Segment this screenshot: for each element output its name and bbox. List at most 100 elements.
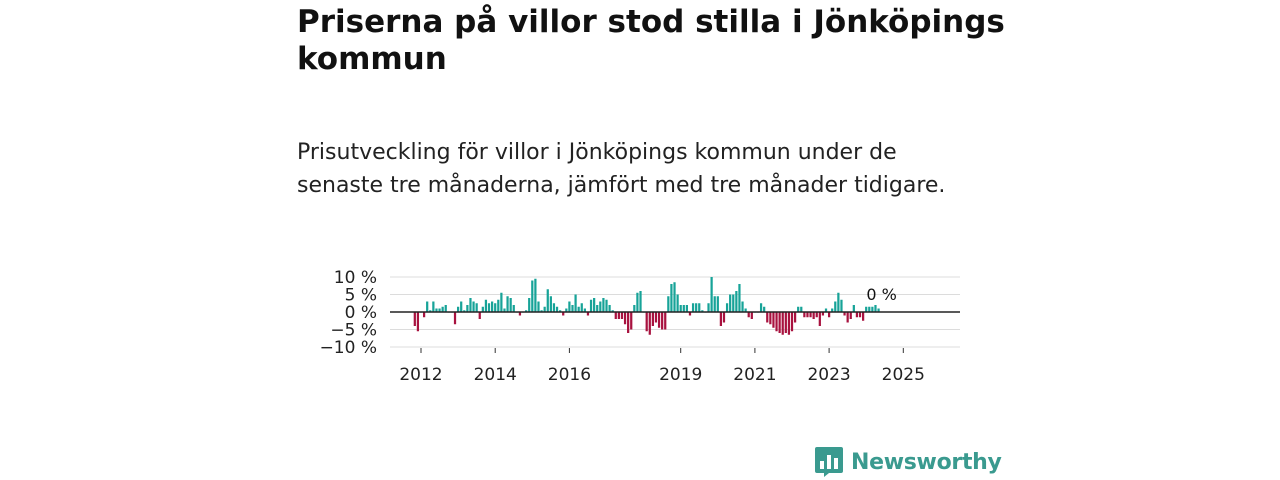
bar: [506, 296, 509, 312]
bar: [432, 301, 435, 312]
bar: [528, 298, 531, 312]
bar: [639, 291, 642, 312]
x-tick-label: 2016: [548, 365, 591, 385]
bar: [466, 305, 469, 312]
bar: [484, 299, 488, 312]
bar: [800, 306, 803, 312]
bar: [713, 296, 716, 312]
chart-subtitle: Prisutveckling för villor i Jönköpings k…: [297, 140, 946, 198]
bar: [750, 312, 753, 319]
bar: [797, 306, 800, 312]
bar: [494, 303, 497, 312]
bar: [611, 310, 614, 312]
x-tick-label: 2023: [807, 365, 850, 385]
bar: [716, 296, 719, 312]
x-tick-label: 2014: [474, 365, 517, 385]
bar: [645, 312, 648, 332]
bar: [518, 312, 522, 316]
bar: [831, 308, 834, 312]
bar: [435, 308, 438, 312]
bar: [707, 303, 710, 312]
bar: [614, 312, 617, 319]
bar: [868, 306, 871, 312]
bar: [512, 305, 515, 312]
bar: [620, 312, 624, 319]
bar: [685, 305, 688, 312]
bar: [862, 312, 865, 321]
newsworthy-logo[interactable]: Newsworthy: [815, 446, 1002, 478]
bar: [565, 308, 568, 312]
bar: [487, 303, 491, 312]
bar: [546, 289, 549, 312]
bar: [837, 292, 840, 312]
bar: [846, 312, 849, 323]
bar: [627, 312, 630, 333]
bar: [617, 312, 620, 319]
bar: [843, 312, 846, 316]
bar: [840, 299, 843, 312]
end-value-label: 0 %: [866, 285, 896, 304]
x-tick-label: 2021: [733, 365, 776, 385]
bar: [688, 312, 692, 316]
bar: [438, 308, 441, 312]
y-axis-labels: 10 %5 %0 %−5 %−10 %: [320, 268, 377, 358]
bar: [679, 305, 682, 312]
bar: [744, 308, 747, 312]
bar: [599, 301, 602, 312]
bar: [416, 312, 420, 332]
bar: [722, 312, 726, 323]
bar: [481, 306, 484, 312]
bar: [701, 310, 704, 312]
bar: [781, 312, 784, 335]
bar: [623, 312, 627, 325]
bar: [818, 312, 821, 326]
bar: [577, 306, 580, 312]
brand-name: Newsworthy: [851, 449, 1002, 475]
bar: [735, 291, 738, 312]
bar: [732, 294, 735, 312]
bar: [531, 280, 534, 312]
y-tick-label: 5 %: [345, 286, 377, 306]
bar: [849, 312, 852, 319]
bar: [787, 312, 791, 335]
x-tick-label: 2025: [882, 365, 925, 385]
bar: [460, 301, 463, 312]
bar: [877, 308, 880, 312]
bar: [469, 298, 472, 312]
bar: [865, 306, 868, 312]
bar: [633, 305, 636, 312]
bar: [664, 312, 667, 330]
bar: [667, 296, 670, 312]
bar: [661, 312, 664, 330]
bar: [555, 306, 559, 312]
bar: [472, 301, 475, 312]
bar: [540, 310, 543, 312]
bar: [729, 294, 732, 312]
bar: [695, 303, 698, 312]
bar: [574, 294, 577, 312]
bar: [710, 277, 713, 312]
bar: [453, 312, 457, 325]
bar-series: [413, 277, 880, 335]
bar: [630, 312, 633, 330]
bar: [827, 312, 831, 318]
bar: [806, 312, 809, 318]
bar: [648, 312, 651, 335]
bar: [571, 305, 574, 312]
bar: [543, 306, 546, 312]
bar: [793, 312, 797, 323]
bar: [698, 303, 701, 312]
bar: [500, 292, 503, 312]
bar: [803, 312, 806, 318]
bar: [766, 312, 769, 323]
bar: [534, 278, 537, 312]
bar: [602, 298, 605, 312]
bar: [747, 312, 750, 318]
bar: [608, 305, 611, 312]
bar: [491, 301, 494, 312]
bar: [769, 312, 772, 325]
bar: [537, 301, 540, 312]
bar: [763, 306, 766, 312]
bar: [778, 312, 781, 333]
bar: [580, 303, 583, 312]
